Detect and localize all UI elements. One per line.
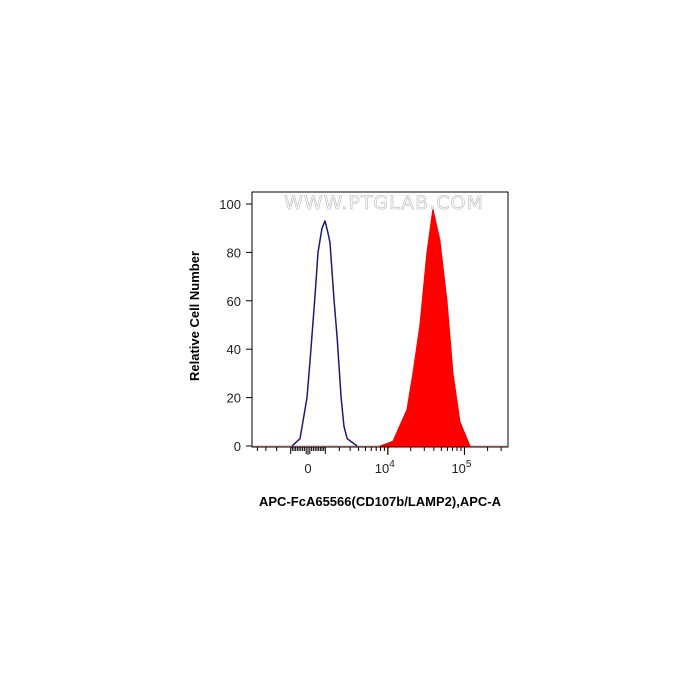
- y-tick-label: 100: [219, 197, 241, 212]
- x-axis-title: APC-FcA65566(CD107b/LAMP2),APC-A: [259, 494, 502, 509]
- x-tick-label: 104: [375, 459, 395, 476]
- plot-frame: [251, 191, 509, 448]
- y-tick-label: 40: [227, 342, 241, 357]
- y-tick-label: 80: [227, 245, 241, 260]
- x-tick-exponent: 4: [389, 459, 395, 470]
- histogram-filled-series: [379, 208, 471, 447]
- histogram-outline-series: [291, 220, 358, 447]
- watermark: WWW.PTGLAB.COM: [284, 192, 484, 214]
- x-tick-label: 105: [451, 459, 471, 476]
- y-tick-label: 60: [227, 294, 241, 309]
- y-tick-label: 20: [227, 391, 241, 406]
- y-axis-title: Relative Cell Number: [187, 251, 202, 381]
- x-tick-exponent: 5: [466, 459, 472, 470]
- y-tick-label: 0: [234, 439, 241, 454]
- x-tick-label: 0: [304, 461, 311, 476]
